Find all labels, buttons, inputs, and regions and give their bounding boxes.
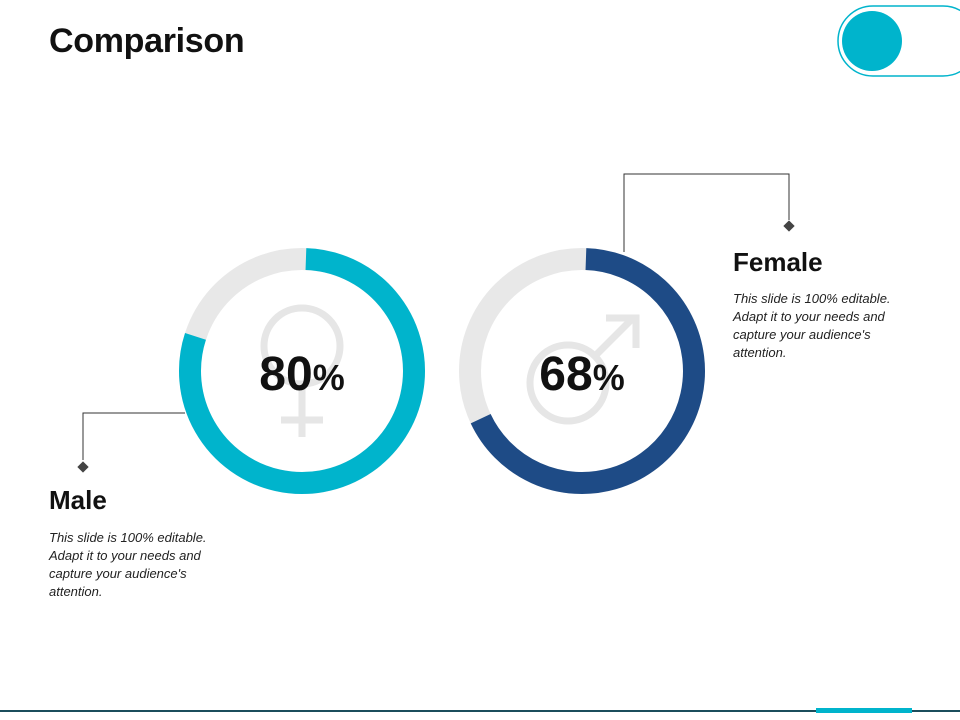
female-connector: [623, 173, 795, 252]
female-heading: Female: [733, 247, 823, 277]
female-description: This slide is 100% editable. Adapt it to…: [733, 291, 891, 360]
female-symbol-icon: [260, 304, 344, 437]
male-heading: Male: [49, 485, 107, 515]
corner-decoration: [837, 5, 960, 77]
donut-value-male: 80%: [259, 348, 344, 401]
donut-value-female: 68%: [539, 348, 624, 401]
slide-title: Comparison: [49, 22, 245, 60]
value-percent-sign: %: [593, 357, 625, 398]
donut-arc-male: [179, 248, 425, 494]
male-description: This slide is 100% editable. Adapt it to…: [49, 530, 207, 599]
donut-arc-female: [470, 248, 705, 494]
corner-accent-circle: [842, 11, 902, 71]
value-number: 68: [539, 348, 592, 401]
footer-accent: [816, 708, 912, 713]
value-number: 80: [259, 348, 312, 401]
donut-chart-female: 68%: [459, 248, 705, 494]
male-symbol-icon: [526, 314, 640, 425]
donut-chart-male: 80%: [179, 248, 425, 494]
corner-pill-outline: [837, 5, 960, 77]
footer-line: [0, 710, 960, 712]
value-percent-sign: %: [313, 357, 345, 398]
male-connector: [77, 412, 185, 473]
